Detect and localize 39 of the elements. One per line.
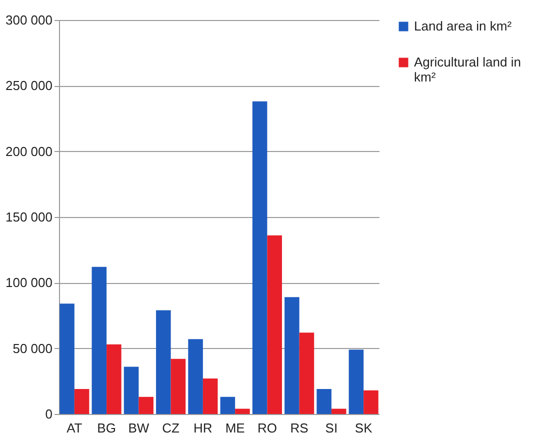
- bar: [235, 408, 250, 414]
- y-tick-label: 150 000: [6, 210, 52, 224]
- bar: [331, 408, 346, 414]
- bar: [60, 304, 74, 414]
- x-tick-label: CZ: [162, 420, 180, 436]
- bar: [170, 358, 186, 414]
- bar: [124, 366, 139, 414]
- x-tick-label: RO: [257, 420, 277, 436]
- x-tick-label: HR: [194, 420, 212, 436]
- bar: [106, 344, 122, 414]
- bar: [316, 389, 332, 414]
- bar: [138, 396, 154, 414]
- bar: [252, 101, 268, 414]
- x-tick-label: SI: [325, 420, 338, 436]
- y-tick-label: 100 000: [6, 275, 52, 290]
- x-tick-label: RS: [290, 420, 309, 436]
- bar: [348, 350, 364, 414]
- legend-label: Agricultural land in km²: [414, 54, 521, 84]
- bar: [267, 235, 282, 414]
- x-tick-label: AT: [66, 420, 82, 436]
- x-tick-label: BG: [97, 420, 116, 436]
- y-tick-label: 250 000: [6, 78, 52, 94]
- bar: [299, 332, 314, 414]
- bar: [364, 390, 378, 414]
- y-tick-label: 200 000: [6, 144, 52, 159]
- y-tick-label: 0: [45, 406, 52, 422]
- bar: [188, 339, 203, 414]
- x-tick-label: SK: [354, 420, 373, 436]
- bar: [156, 310, 171, 414]
- bar: [202, 378, 218, 414]
- x-tick-label: ME: [225, 420, 246, 436]
- bar: [92, 266, 107, 414]
- bar: [284, 297, 300, 414]
- y-tick-label: 50 000: [12, 340, 52, 356]
- bar: [220, 396, 236, 414]
- y-tick-label: 300 000: [6, 12, 52, 28]
- legend-label: Land area in km²: [414, 18, 512, 34]
- x-tick-label: BW: [128, 420, 150, 436]
- bar: [74, 389, 90, 414]
